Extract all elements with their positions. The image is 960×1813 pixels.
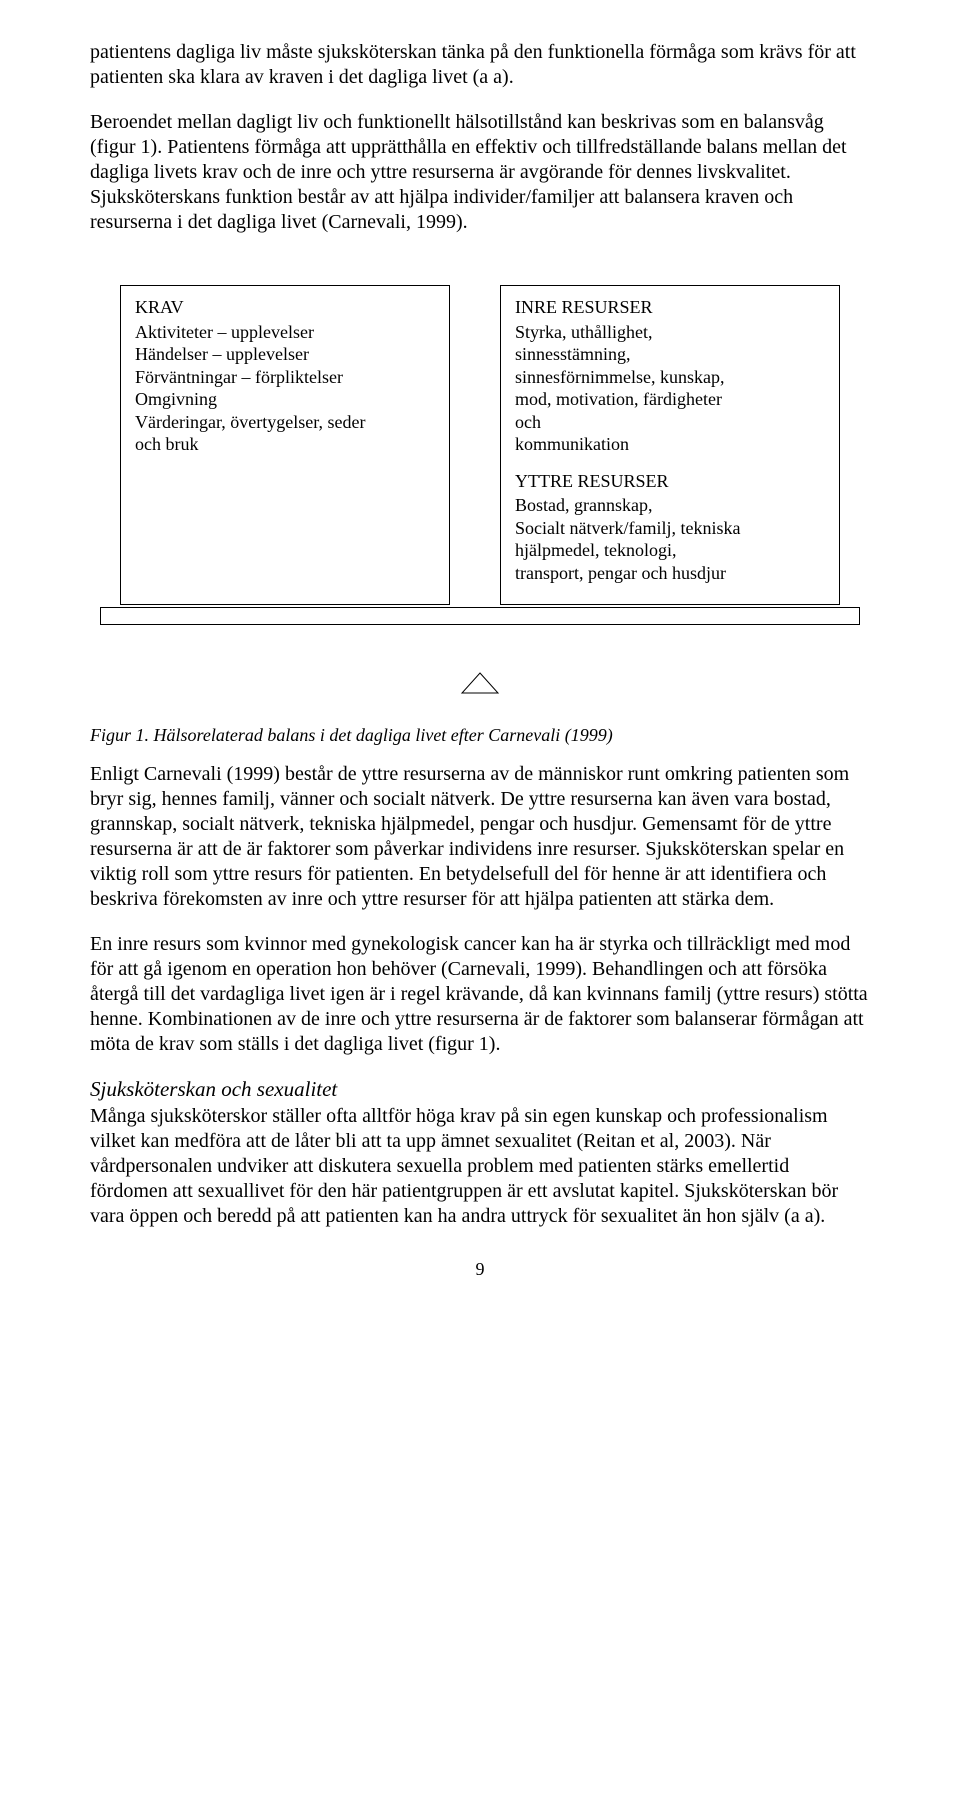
subheading: Sjuksköterskan och sexualitet bbox=[90, 1077, 870, 1102]
paragraph-3: Enligt Carnevali (1999) består de yttre … bbox=[90, 762, 870, 912]
krav-line: Aktiviteter – upplevelser bbox=[135, 321, 435, 344]
balance-diagram: KRAV Aktiviteter – upplevelser Händelser… bbox=[100, 285, 860, 665]
page: patientens dagliga liv måste sjuksköters… bbox=[0, 0, 960, 1320]
inre-line: Styrka, uthållighet, bbox=[515, 321, 825, 344]
inre-line: sinnesstämning, bbox=[515, 343, 825, 366]
krav-title: KRAV bbox=[135, 296, 435, 319]
yttre-line: Socialt nätverk/familj, tekniska bbox=[515, 517, 825, 540]
page-number: 9 bbox=[90, 1259, 870, 1280]
inre-line: mod, motivation, färdigheter bbox=[515, 388, 825, 411]
krav-box: KRAV Aktiviteter – upplevelser Händelser… bbox=[120, 285, 450, 605]
inre-title: INRE RESURSER bbox=[515, 296, 825, 319]
fulcrum-icon bbox=[460, 671, 500, 695]
figure-1: KRAV Aktiviteter – upplevelser Händelser… bbox=[90, 285, 870, 695]
krav-line: Händelser – upplevelser bbox=[135, 343, 435, 366]
krav-line: och bruk bbox=[135, 433, 435, 456]
krav-line: Förväntningar – förpliktelser bbox=[135, 366, 435, 389]
paragraph-5: Många sjuksköterskor ställer ofta alltfö… bbox=[90, 1104, 870, 1229]
yttre-line: hjälpmedel, teknologi, bbox=[515, 539, 825, 562]
figure-caption: Figur 1. Hälsorelaterad balans i det dag… bbox=[90, 725, 870, 746]
inre-line: och bbox=[515, 411, 825, 434]
yttre-line: Bostad, grannskap, bbox=[515, 494, 825, 517]
balance-bar bbox=[100, 607, 860, 625]
krav-line: Omgivning bbox=[135, 388, 435, 411]
krav-line: Värderingar, övertygelser, seder bbox=[135, 411, 435, 434]
yttre-title: YTTRE RESURSER bbox=[515, 470, 825, 493]
paragraph-1: patientens dagliga liv måste sjuksköters… bbox=[90, 40, 870, 90]
yttre-line: transport, pengar och husdjur bbox=[515, 562, 825, 585]
inre-line: kommunikation bbox=[515, 433, 825, 456]
paragraph-4: En inre resurs som kvinnor med gynekolog… bbox=[90, 932, 870, 1057]
inre-line: sinnesförnimmelse, kunskap, bbox=[515, 366, 825, 389]
resurser-box: INRE RESURSER Styrka, uthållighet, sinne… bbox=[500, 285, 840, 605]
yttre-block: YTTRE RESURSER Bostad, grannskap, Social… bbox=[515, 470, 825, 585]
paragraph-2: Beroendet mellan dagligt liv och funktio… bbox=[90, 110, 870, 235]
